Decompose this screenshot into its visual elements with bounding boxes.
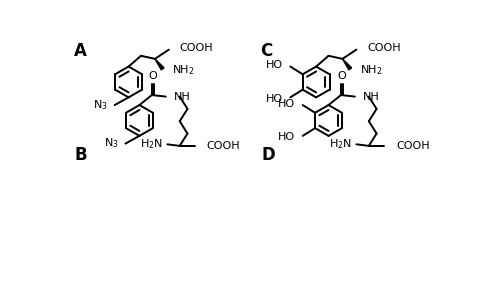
Text: NH: NH xyxy=(363,91,379,102)
Polygon shape xyxy=(342,59,352,70)
Text: B: B xyxy=(74,146,87,164)
Text: COOH: COOH xyxy=(367,43,401,53)
Text: O: O xyxy=(148,71,157,81)
Text: H$_2$N: H$_2$N xyxy=(140,137,163,151)
Text: COOH: COOH xyxy=(207,141,241,151)
Text: A: A xyxy=(74,42,87,60)
Text: N$_3$: N$_3$ xyxy=(104,137,118,150)
Text: NH$_2$: NH$_2$ xyxy=(359,63,382,77)
Polygon shape xyxy=(155,59,164,70)
Text: N$_3$: N$_3$ xyxy=(93,98,108,112)
Text: COOH: COOH xyxy=(396,141,429,151)
Text: NH: NH xyxy=(173,91,190,102)
Text: H$_2$N: H$_2$N xyxy=(329,137,352,151)
Text: HO: HO xyxy=(266,60,283,70)
Text: NH$_2$: NH$_2$ xyxy=(172,63,195,77)
Text: C: C xyxy=(260,42,272,60)
Text: HO: HO xyxy=(278,99,295,108)
Text: D: D xyxy=(262,146,276,164)
Text: HO: HO xyxy=(266,94,283,104)
Text: HO: HO xyxy=(278,132,295,142)
Text: COOH: COOH xyxy=(180,43,213,53)
Text: O: O xyxy=(337,71,346,81)
